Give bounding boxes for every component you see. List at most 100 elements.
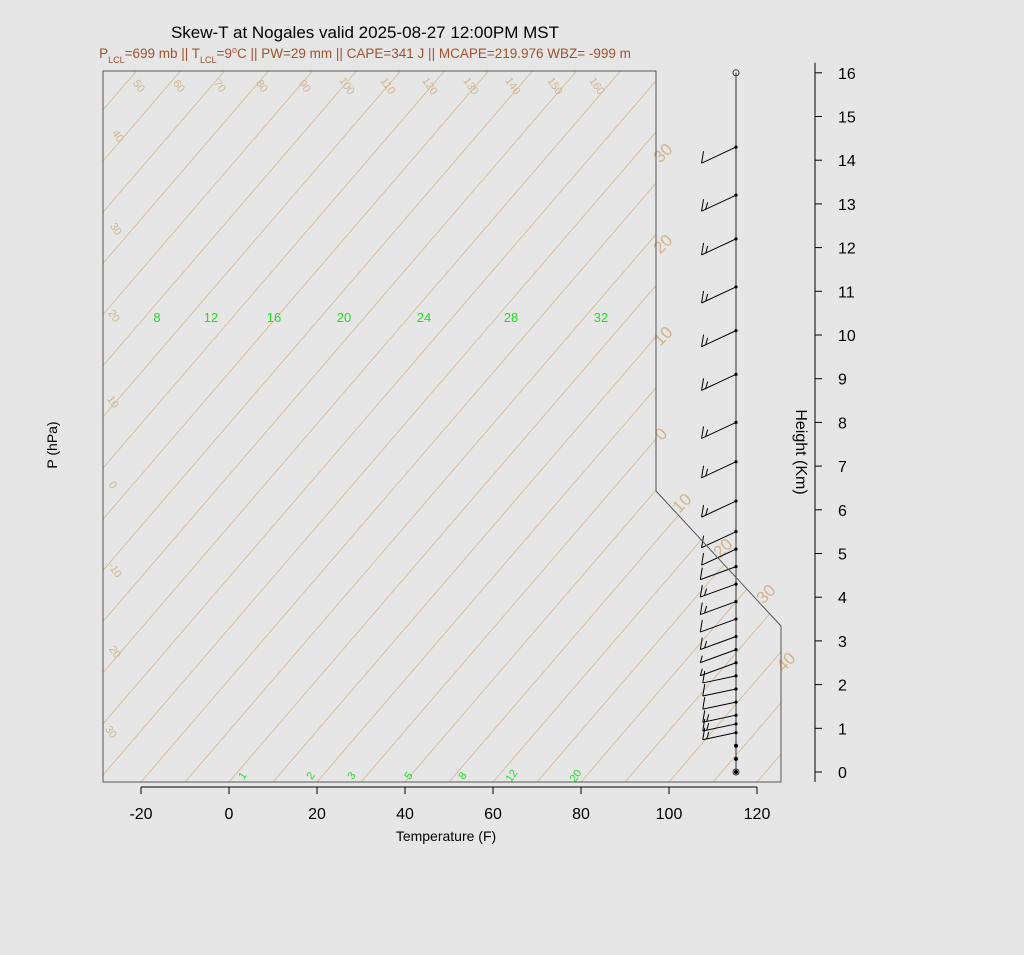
height-tick-label: 0 — [838, 765, 847, 782]
isotherm-line — [580, 71, 781, 782]
x-tick-label: -20 — [129, 806, 152, 823]
isotherm-label: 10 — [650, 323, 677, 350]
dry-adiabat-label: 150 — [544, 75, 564, 97]
isotherm-line — [103, 71, 137, 782]
mixing-ratio-label: 5 — [402, 770, 415, 782]
isotherm-line — [801, 71, 1024, 782]
dry-adiabat-label: 10 — [104, 394, 121, 411]
mixing-ratio-label: 3 — [345, 770, 358, 782]
dry-adiabat-label: 60 — [170, 78, 187, 95]
mixing-ratio-label: 20 — [337, 310, 351, 325]
isotherm-line — [228, 71, 781, 782]
isotherm-line — [103, 71, 357, 782]
wind-calm-marker — [734, 743, 738, 748]
wind-calm-marker — [732, 768, 740, 776]
wind-barb — [702, 718, 738, 732]
dry-adiabat-label: 160 — [586, 75, 606, 97]
mixing-ratio-label: 16 — [267, 310, 281, 325]
isotherm-line — [0, 71, 4, 782]
isotherm-line — [272, 71, 781, 782]
isotherm-line — [404, 71, 781, 782]
wind-barb — [699, 599, 738, 616]
isotherm-line — [103, 71, 445, 782]
isotherm-line — [360, 71, 781, 782]
isotherm-line — [103, 71, 665, 782]
mixing-ratio-label: 24 — [417, 310, 431, 325]
mixing-ratio-label: 32 — [594, 310, 608, 325]
height-tick-label: 13 — [838, 197, 856, 214]
x-axis-label: Temperature (F) — [396, 828, 496, 844]
wind-barb — [699, 582, 738, 598]
mixing-ratio-label: 8 — [456, 770, 469, 782]
chart-title: Skew-T at Nogales valid 2025-08-27 12:00… — [171, 23, 559, 42]
wind-barb-layer — [699, 69, 740, 776]
height-tick-label: 11 — [838, 284, 855, 301]
x-tick-label: 100 — [656, 806, 683, 823]
isotherm-line — [103, 71, 181, 782]
wind-barb — [702, 710, 738, 723]
height-tick-label: 8 — [838, 415, 847, 432]
mixing-ratio-label: 1 — [236, 770, 249, 782]
x-tick-label: 60 — [484, 806, 502, 823]
dry-adiabat-label: 50 — [130, 78, 147, 95]
grid-layer — [0, 71, 1024, 782]
isotherm-label: 20 — [710, 535, 737, 562]
mixing-ratio-label: 28 — [504, 310, 518, 325]
wind-barb — [699, 648, 738, 664]
isotherm-line — [316, 71, 781, 782]
mixing-ratio-label: 12 — [204, 310, 218, 325]
dry-adiabat-label: 20 — [106, 644, 123, 661]
wind-barb — [702, 670, 738, 684]
isotherm-line — [103, 71, 401, 782]
plot-border — [102, 70, 782, 783]
wind-barb — [701, 420, 738, 439]
wind-barb — [701, 372, 738, 391]
wind-barb — [701, 237, 738, 256]
height-tick-label: 10 — [838, 328, 856, 345]
isotherm-label: 10 — [669, 490, 696, 517]
wind-calm-marker — [732, 69, 740, 77]
wind-calm-marker — [734, 756, 738, 761]
isotherm-line — [492, 71, 781, 782]
dry-adiabat-label: 40 — [109, 128, 126, 145]
isotherm-label: 20 — [650, 231, 677, 258]
isotherm-line — [0, 71, 48, 782]
wind-barb — [701, 547, 738, 566]
dry-adiabat-label: 130 — [460, 75, 480, 97]
isotherm-line — [103, 71, 577, 782]
wind-barb — [701, 285, 738, 304]
isotherm-line — [933, 71, 1024, 782]
x-tick-label: 0 — [225, 806, 234, 823]
height-tick-label: 4 — [838, 590, 847, 607]
wind-barb — [701, 460, 738, 479]
isotherm-label: 30 — [753, 581, 780, 608]
dry-adiabat-label: 30 — [107, 221, 124, 238]
axis-layer: 1001502002503004005007008501000P (hPa)-2… — [44, 62, 856, 844]
mixing-ratio-label: 20 — [568, 768, 585, 785]
wind-barb — [701, 145, 738, 164]
x-tick-label: 20 — [308, 806, 326, 823]
wind-calm-marker — [734, 770, 738, 774]
isotherm-line — [103, 71, 709, 782]
height-tick-label: 2 — [838, 678, 847, 695]
dry-adiabat-label: 100 — [336, 75, 356, 97]
wind-barb — [699, 661, 738, 677]
isotherm-line — [536, 71, 781, 782]
x-tick-label: 80 — [572, 806, 590, 823]
height-tick-label: 15 — [838, 110, 856, 127]
height-axis-label: Height (Km) — [792, 409, 809, 494]
wind-barb — [701, 329, 738, 348]
isotherm-line — [184, 71, 781, 782]
isotherm-label: 30 — [650, 140, 677, 167]
dry-adiabat-label: 140 — [502, 75, 522, 97]
dry-adiabat-label: 0 — [106, 479, 119, 491]
wind-barb — [702, 727, 738, 741]
dry-adiabat-label: 70 — [211, 78, 228, 95]
x-tick-label: 120 — [744, 806, 771, 823]
wind-barb — [702, 697, 738, 710]
dry-adiabat-label: 30 — [102, 724, 119, 741]
y-axis-label: P (hPa) — [44, 421, 60, 468]
height-tick-label: 9 — [838, 372, 847, 389]
